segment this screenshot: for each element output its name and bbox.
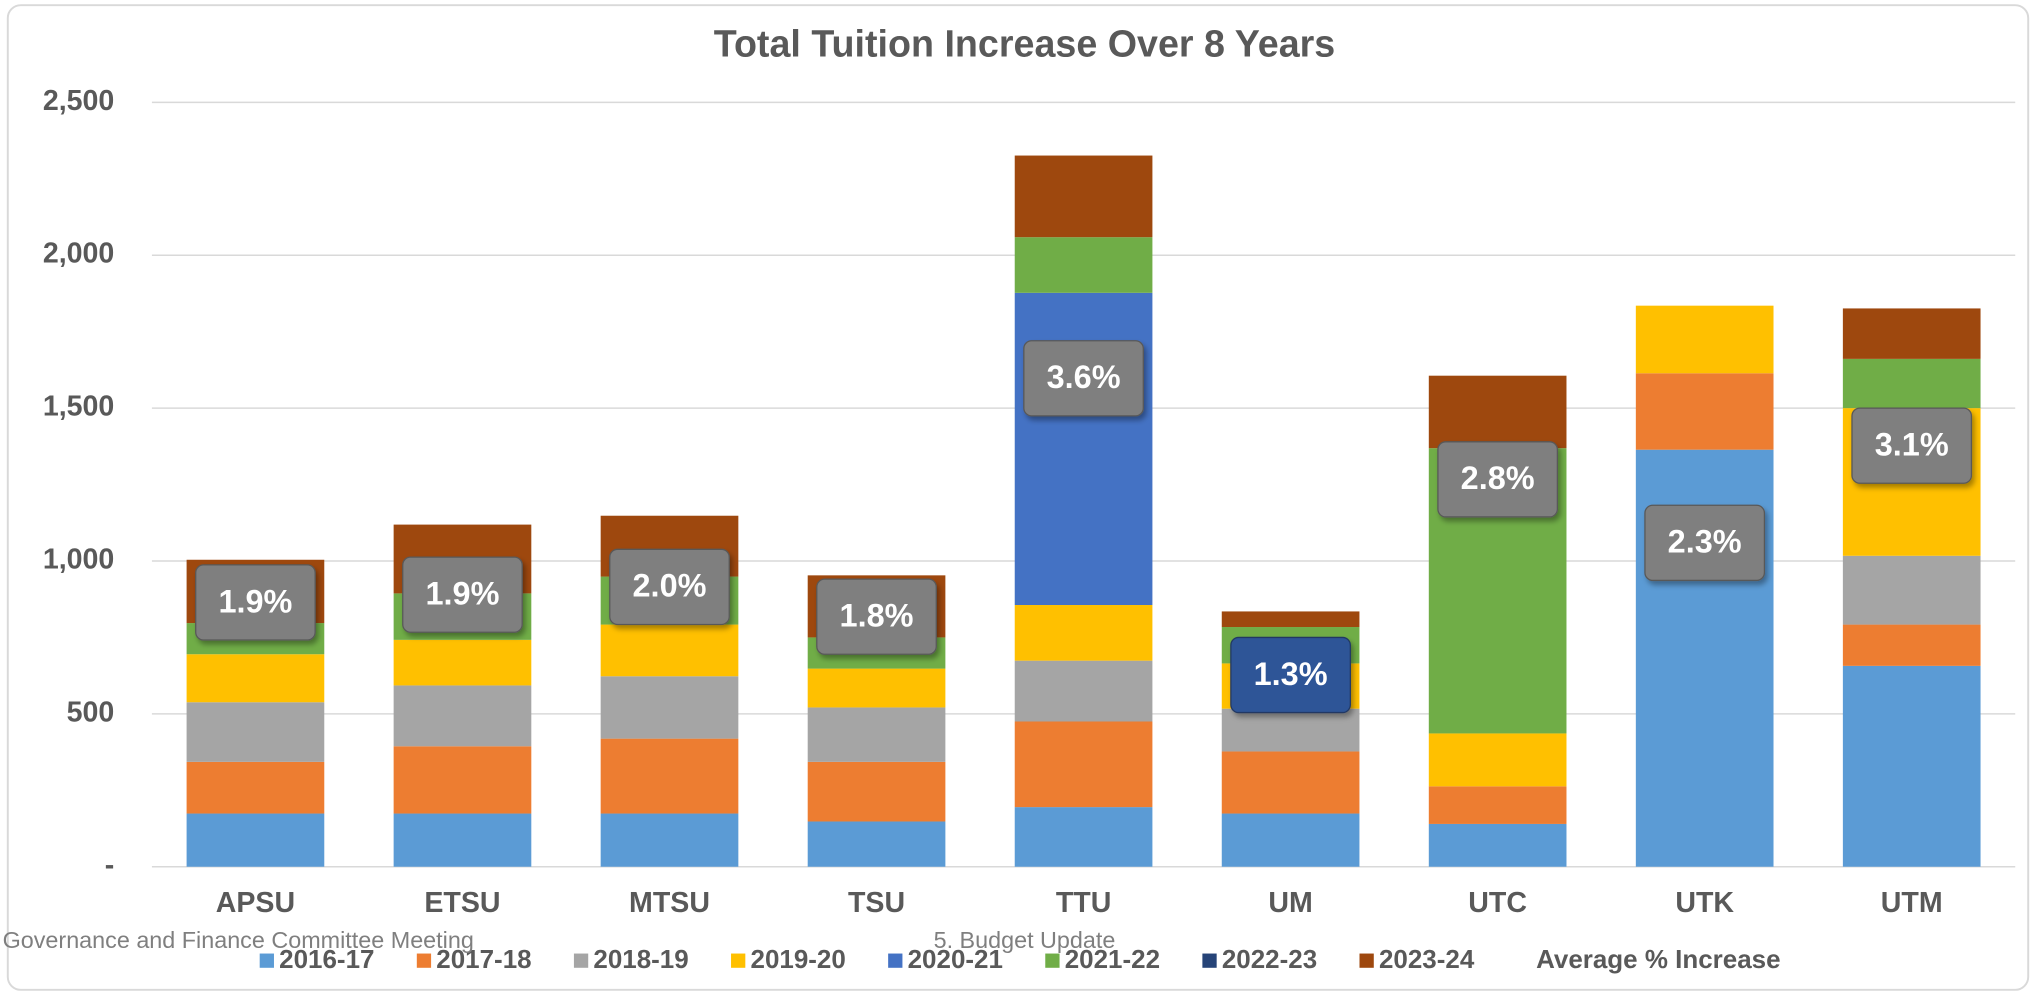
legend-label: 2018-19 bbox=[593, 946, 688, 974]
legend-label: 2023-24 bbox=[1379, 946, 1475, 974]
legend-swatch bbox=[573, 953, 589, 968]
bar-segment bbox=[1428, 823, 1567, 867]
x-tick-label: UM bbox=[1268, 887, 1312, 919]
bar-segment bbox=[1842, 665, 1981, 867]
legend-swatch bbox=[1359, 953, 1374, 968]
footer-left: Governance and Finance Committee Meeting bbox=[3, 927, 474, 953]
bar-segment bbox=[1428, 375, 1567, 449]
bar-segment bbox=[1014, 237, 1153, 293]
y-tick-label: - bbox=[105, 849, 115, 881]
average-label: 1.8% bbox=[840, 598, 914, 634]
x-tick-label: MTSU bbox=[629, 887, 710, 919]
legend-swatch bbox=[1202, 953, 1217, 968]
bar-segment bbox=[186, 761, 325, 814]
average-label-box bbox=[1023, 340, 1144, 417]
legend-swatch bbox=[416, 953, 432, 968]
x-tick-label: UTK bbox=[1675, 887, 1734, 919]
bar-segment bbox=[186, 702, 325, 762]
bar-segment bbox=[600, 813, 739, 867]
bar-segment bbox=[1014, 292, 1153, 606]
x-tick-label: TSU bbox=[848, 887, 905, 919]
labels: 1.9% 1.9% 2.0% 1.8% 3.6% 1.3% 2.8% 2.3% 3.1% bbox=[195, 340, 1973, 714]
chart-title: Total Tuition Increase Over 8 Years bbox=[714, 23, 1336, 65]
average-label: 2.8% bbox=[1461, 460, 1535, 496]
bar-segment bbox=[1842, 624, 1981, 666]
legend-swatch bbox=[259, 953, 274, 968]
legend: 2016-17 2017-18 2018-19 2019-20 2020-21 2021-… bbox=[259, 946, 1781, 974]
legend-label: 2021-22 bbox=[1065, 946, 1160, 974]
y-tick-label: 500 bbox=[67, 696, 115, 728]
x-tick-label: ETSU bbox=[424, 887, 500, 919]
bar-segment bbox=[1221, 611, 1360, 628]
bar-segment bbox=[1842, 555, 1981, 625]
bar-segment bbox=[600, 676, 739, 739]
bar-segment bbox=[393, 639, 532, 686]
average-label: 1.9% bbox=[218, 583, 292, 619]
bar-segment bbox=[393, 813, 532, 867]
grid: - 500 1,000 1,500 2,000 2,500 bbox=[43, 85, 2016, 881]
bar-segment bbox=[807, 761, 946, 822]
bar-segment bbox=[393, 746, 532, 814]
bar-segment bbox=[1635, 373, 1774, 450]
legend-swatch bbox=[888, 953, 903, 968]
bar-segment bbox=[393, 685, 532, 747]
legend-label: 2017-18 bbox=[436, 946, 531, 974]
average-label: 1.3% bbox=[1254, 656, 1328, 692]
average-label: 3.1% bbox=[1875, 427, 1949, 463]
average-label: 3.6% bbox=[1047, 359, 1121, 395]
bar-segment bbox=[1842, 308, 1981, 359]
bar-segment bbox=[807, 707, 946, 762]
footer-center: 5. Budget Update bbox=[934, 927, 1116, 953]
average-label-box bbox=[816, 578, 937, 655]
bar-segment bbox=[186, 654, 325, 703]
bar-segment bbox=[1014, 155, 1153, 238]
x-tick-label: TTU bbox=[1056, 887, 1111, 919]
bar-segment bbox=[600, 738, 739, 814]
y-tick-label: 2,000 bbox=[43, 238, 114, 270]
bar-segment bbox=[1221, 751, 1360, 814]
legend-swatch bbox=[731, 953, 746, 968]
y-tick-label: 2,500 bbox=[43, 85, 114, 117]
average-label-box bbox=[1851, 407, 1973, 484]
legend-label: 2022-23 bbox=[1222, 946, 1317, 974]
average-label-box bbox=[1437, 441, 1559, 518]
bar-segment bbox=[600, 624, 739, 677]
legend-label: 2019-20 bbox=[751, 946, 846, 974]
bar-segment bbox=[1842, 358, 1981, 409]
average-label-box bbox=[609, 548, 730, 626]
average-label: 2.0% bbox=[633, 568, 707, 604]
average-label: 1.9% bbox=[425, 576, 499, 612]
bar-segment bbox=[1221, 708, 1360, 752]
bar-segment bbox=[807, 668, 946, 708]
bar-segment bbox=[1014, 807, 1153, 867]
bar-segment bbox=[1014, 660, 1153, 722]
legend-label: Average % Increase bbox=[1536, 946, 1780, 974]
bar-segment bbox=[1221, 813, 1360, 867]
legend-swatch bbox=[1045, 953, 1060, 968]
legend-label: 2020-21 bbox=[908, 946, 1003, 974]
bar-segment bbox=[1428, 786, 1567, 824]
average-label-box bbox=[1230, 636, 1351, 714]
average-label-box bbox=[1644, 504, 1766, 582]
bar-segment bbox=[186, 813, 325, 867]
x-tick-label: UTC bbox=[1468, 887, 1527, 919]
x-tick-label: UTM bbox=[1881, 887, 1943, 919]
average-label-box bbox=[195, 564, 316, 641]
bar-segment bbox=[807, 821, 946, 867]
legend-label: 2016-17 bbox=[279, 946, 374, 974]
average-label: 2.3% bbox=[1668, 524, 1742, 560]
average-label-box bbox=[402, 556, 523, 633]
y-tick-label: 1,500 bbox=[43, 391, 114, 423]
bar-segment bbox=[1014, 721, 1153, 808]
bar-segment bbox=[1014, 605, 1153, 661]
y-tick-label: 1,000 bbox=[43, 544, 114, 576]
bar-segment bbox=[1428, 733, 1567, 787]
x-tick-label: APSU bbox=[216, 887, 295, 919]
bar-segment bbox=[1635, 305, 1774, 374]
